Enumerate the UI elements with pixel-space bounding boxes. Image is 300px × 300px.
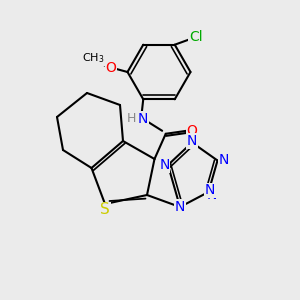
Text: CH$_3$: CH$_3$: [82, 52, 104, 65]
Text: N: N: [159, 158, 170, 172]
Text: N: N: [207, 188, 217, 202]
Text: N: N: [138, 112, 148, 126]
Text: N: N: [187, 134, 197, 148]
Text: H: H: [126, 112, 136, 125]
Text: N: N: [218, 154, 229, 167]
Text: S: S: [100, 202, 110, 217]
Text: N: N: [205, 184, 215, 197]
Text: O: O: [187, 124, 198, 138]
Text: N: N: [175, 200, 185, 214]
Text: O: O: [106, 61, 116, 74]
Text: Cl: Cl: [189, 30, 202, 44]
